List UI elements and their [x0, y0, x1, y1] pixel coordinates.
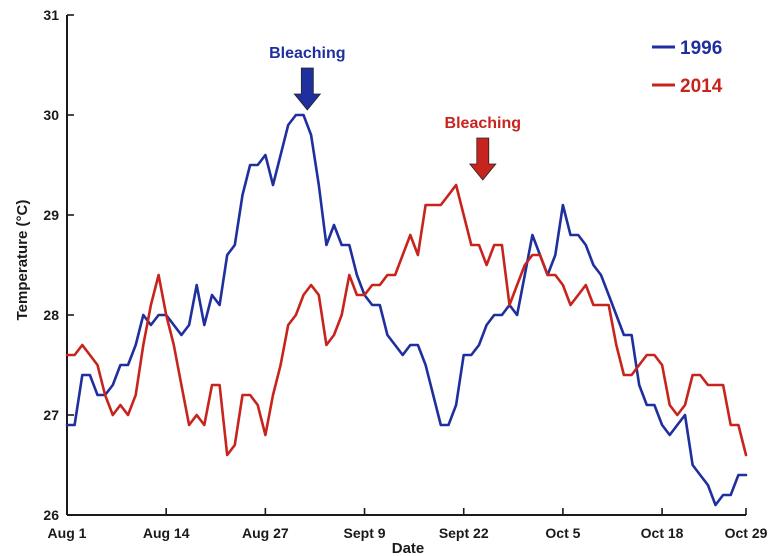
annotations: Bleaching Bleaching — [269, 45, 521, 181]
series-line-2014 — [65, 183, 748, 457]
annotation-label: Bleaching — [445, 115, 521, 132]
down-arrow-icon — [468, 137, 497, 181]
y-axis-title: Temperature (°C) — [14, 200, 31, 321]
y-tick-label: 29 — [43, 207, 59, 223]
y-tick-label: 30 — [43, 107, 59, 123]
legend: 1996 2014 — [652, 38, 723, 97]
x-tick-label: Sept 9 — [344, 525, 386, 541]
legend-label-2014: 2014 — [680, 76, 723, 97]
x-axis-ticks: Aug 1 Aug 14 Aug 27 Sept 9 Sept 22 Oct 5 Oct 1… — [48, 508, 768, 541]
x-tick-label: Aug 14 — [143, 525, 190, 541]
x-tick-label: Aug 27 — [242, 525, 289, 541]
y-tick-label: 31 — [43, 7, 59, 23]
y-tick-label: 26 — [43, 507, 59, 523]
annotation-label: Bleaching — [269, 45, 345, 62]
x-tick-label: Oct 29 — [725, 525, 768, 541]
y-axis-ticks: 26 27 28 29 30 31 — [43, 7, 74, 523]
x-tick-label: Aug 1 — [48, 525, 87, 541]
series-line-1996 — [65, 113, 748, 507]
x-tick-label: Oct 18 — [641, 525, 684, 541]
series-lines — [65, 113, 748, 507]
x-tick-label: Oct 5 — [545, 525, 580, 541]
x-tick-label: Sept 22 — [439, 525, 489, 541]
x-axis-title: Date — [392, 540, 425, 556]
y-tick-label: 28 — [43, 307, 59, 323]
y-tick-label: 27 — [43, 407, 59, 423]
legend-label-1996: 1996 — [680, 38, 722, 59]
down-arrow-icon — [293, 67, 322, 111]
